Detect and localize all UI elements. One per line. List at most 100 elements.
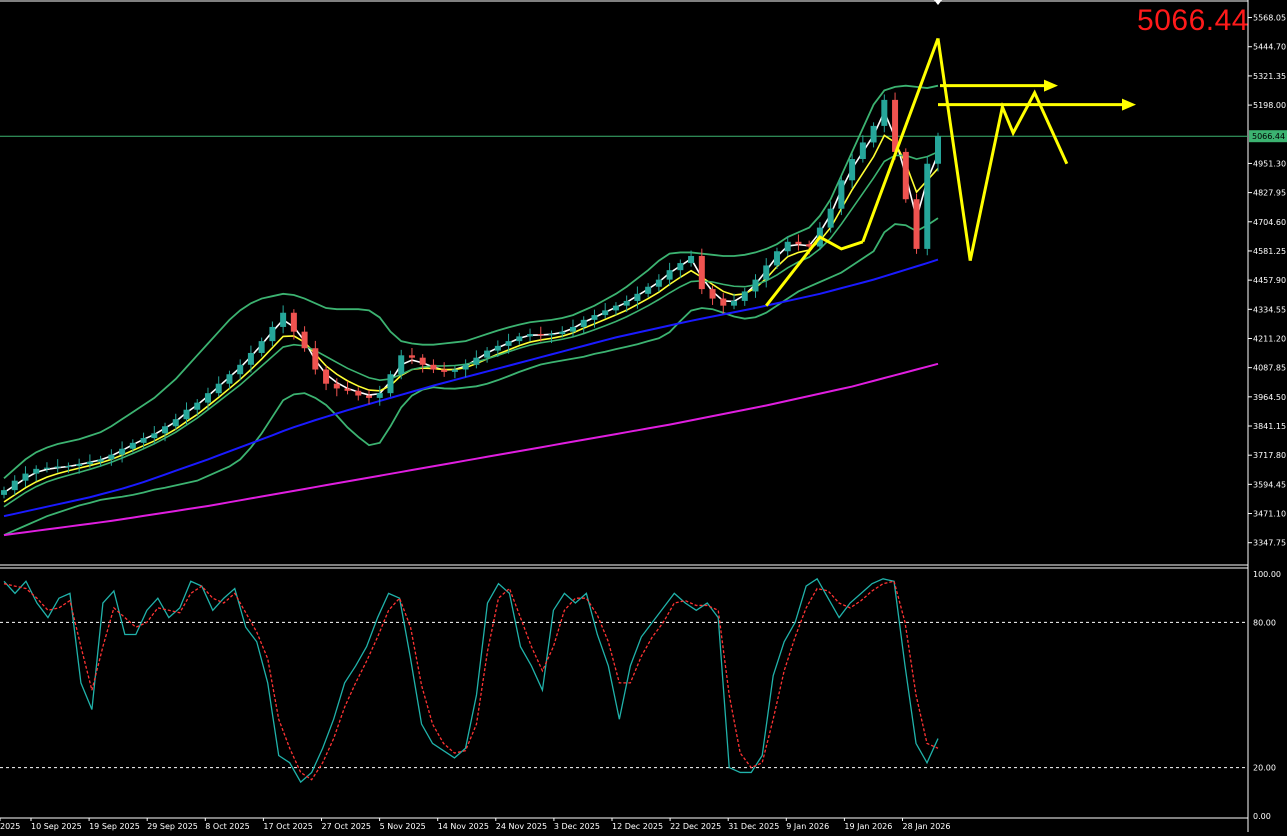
- candle-body: [527, 334, 534, 337]
- candle-body: [1, 490, 7, 495]
- candle-body: [548, 334, 555, 336]
- current-price-label: 5066.44: [1137, 4, 1249, 37]
- date-label: 29 Sep 2025: [147, 822, 198, 831]
- candle-body: [366, 395, 373, 398]
- candle-body: [258, 341, 265, 353]
- candle-body: [881, 99, 888, 126]
- price-tick-label: 4827.95: [1253, 189, 1286, 198]
- candle-body: [376, 393, 383, 398]
- candle-body: [784, 241, 791, 252]
- candle-body: [924, 163, 931, 249]
- price-tick-label: 3841.15: [1253, 422, 1286, 431]
- price-tick-label: 5568.05: [1253, 14, 1286, 23]
- candle-body: [312, 348, 319, 370]
- date-label: 28 Jan 2026: [903, 822, 951, 831]
- candle-body: [333, 383, 340, 389]
- candle-body: [859, 142, 866, 160]
- candle-body: [226, 374, 233, 384]
- candle-body: [484, 350, 491, 358]
- candle-body: [301, 331, 308, 349]
- annotation-path-1: [861, 37, 940, 243]
- candle-body: [720, 298, 727, 306]
- candle-body: [698, 255, 705, 290]
- candle-body: [634, 293, 641, 301]
- candle-body: [151, 433, 158, 439]
- candle-body: [559, 331, 566, 335]
- price-tick-label: 3964.50: [1253, 393, 1286, 402]
- price-tick-label: 4211.20: [1253, 334, 1286, 343]
- annotation-arrowhead: [1044, 79, 1058, 92]
- candle-body: [849, 159, 856, 181]
- price-tick-label: 4581.25: [1253, 247, 1286, 256]
- annotation-path-3: [968, 89, 1069, 262]
- sma-slow-line: [3, 258, 939, 518]
- candle-body: [323, 369, 330, 384]
- candle-body: [892, 99, 899, 152]
- candle-body: [795, 241, 802, 245]
- candle-body: [430, 364, 437, 370]
- date-label: 14 Nov 2025: [438, 822, 489, 831]
- date-label: 31 Dec 2025: [728, 822, 779, 831]
- candle-body: [494, 345, 501, 351]
- candle-body: [913, 199, 920, 249]
- candle-body: [162, 426, 169, 434]
- candle-body: [462, 364, 469, 370]
- candle-body: [344, 388, 351, 391]
- candle-body: [806, 244, 813, 247]
- candle-body: [569, 326, 576, 332]
- candle-body: [473, 357, 480, 365]
- candle-body: [108, 454, 115, 460]
- candle-body: [140, 438, 147, 443]
- candle-body: [935, 136, 941, 164]
- candle-body: [269, 326, 276, 342]
- candle-body: [280, 312, 287, 327]
- candle-body: [580, 319, 587, 327]
- candle-body: [43, 467, 50, 469]
- oscillator-tick-label: 20.00: [1253, 764, 1276, 773]
- candle-body: [709, 289, 716, 299]
- annotation-path-2: [936, 38, 972, 261]
- candle-body: [516, 336, 523, 342]
- candle-body: [623, 300, 630, 306]
- date-label: 19 Sep 2025: [89, 822, 140, 831]
- candle-body: [183, 409, 190, 420]
- oscillator-tick-label: 0.00: [1253, 812, 1271, 821]
- candle-body: [688, 255, 695, 264]
- candle-body: [902, 151, 909, 200]
- price-tick-label: 5321.35: [1253, 72, 1286, 81]
- bollinger-upper-line: [3, 84, 939, 479]
- candle-body: [731, 300, 738, 306]
- candle-body: [290, 312, 297, 332]
- date-label: 19 Jan 2026: [844, 822, 892, 831]
- candle-body: [408, 355, 415, 358]
- stochastic-main-line: [3, 577, 939, 784]
- candle-body: [645, 286, 652, 294]
- candle-body: [827, 208, 834, 228]
- oscillator-tick-label: 100.00: [1253, 570, 1281, 579]
- price-tick-label: 5444.70: [1253, 43, 1286, 52]
- candle-body: [666, 270, 673, 280]
- candle-body: [591, 315, 598, 320]
- stochastic-signal-line: [3, 580, 939, 781]
- date-label: 22 Dec 2025: [670, 822, 721, 831]
- current-price-marker: [1249, 130, 1287, 143]
- candle-body: [655, 279, 662, 287]
- candle-body: [204, 393, 211, 403]
- price-tick-label: 3347.75: [1253, 539, 1286, 548]
- date-label: 2025: [0, 822, 20, 831]
- candle-body: [398, 355, 405, 375]
- candle-body: [97, 459, 104, 462]
- candle-body: [773, 251, 780, 266]
- candle-body: [194, 402, 201, 410]
- price-tick-label: 4087.85: [1253, 364, 1286, 373]
- candle-body: [237, 364, 244, 375]
- candle-body: [870, 125, 877, 143]
- candle-body: [86, 461, 93, 465]
- date-label: 27 Oct 2025: [322, 822, 371, 831]
- price-tick-label: 4951.30: [1253, 159, 1286, 168]
- ema-fast-line: [3, 109, 939, 494]
- candle-body: [838, 180, 845, 209]
- candle-body: [119, 448, 126, 455]
